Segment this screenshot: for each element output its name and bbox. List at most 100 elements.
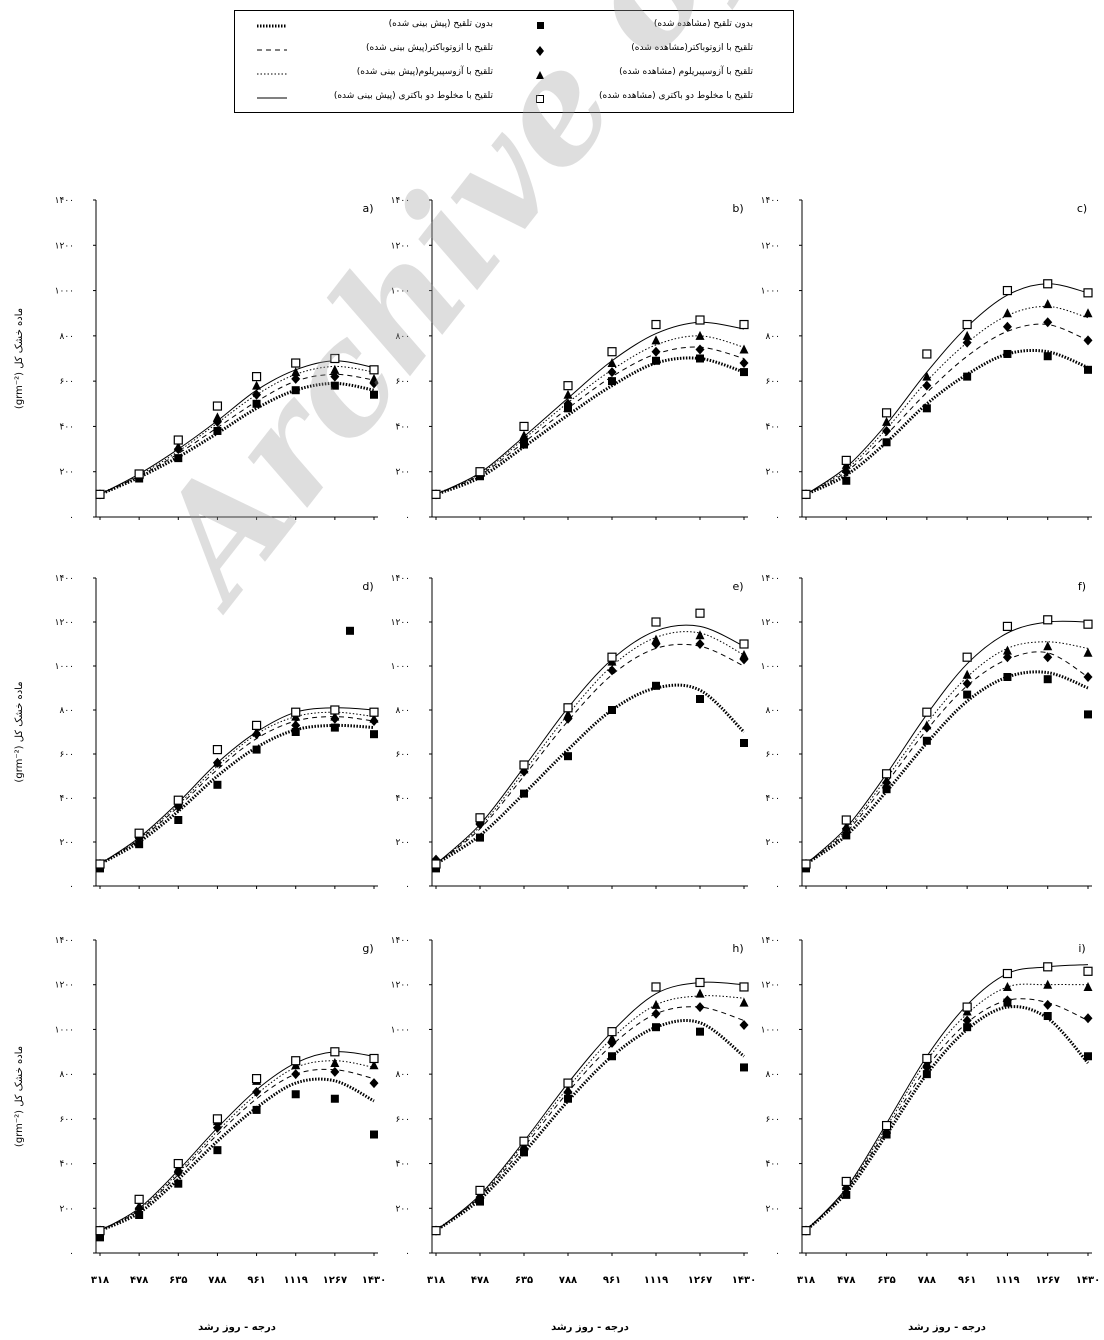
observed-point-1 bbox=[1083, 672, 1093, 682]
observed-point-1 bbox=[651, 1008, 661, 1019]
panel-h: ۰ ۲۰۰ ۴۰۰ ۶۰۰ ۸۰۰ ۱۰۰۰ ۱۲۰۰ ۱۴۰۰ ۳۱۸ ۴۷۸ ۶۳۵ ۷۸۸ ۹۶۱… bbox=[391, 936, 757, 1333]
observed-point-0 bbox=[252, 745, 261, 754]
observed-point-0 bbox=[135, 840, 144, 849]
observed-point-2 bbox=[651, 634, 661, 644]
y-tick-label: ۱۰۰۰ bbox=[55, 287, 74, 297]
observed-point-3 bbox=[95, 1226, 105, 1236]
observed-point-3 bbox=[173, 1158, 183, 1169]
x-tick-label: ۹۶۱ bbox=[958, 1275, 976, 1286]
observed-point-0 bbox=[1043, 675, 1052, 684]
observed-point-3 bbox=[519, 1136, 529, 1146]
predicted-line-0 bbox=[435, 1019, 745, 1232]
observed-point-3 bbox=[1043, 962, 1053, 972]
observed-point-3 bbox=[563, 381, 573, 391]
observed-point-1 bbox=[739, 358, 749, 369]
observed-outlier-point bbox=[345, 626, 354, 635]
observed-point-2 bbox=[1083, 308, 1093, 318]
x-axis-label: درجه - روز رشد bbox=[551, 1322, 629, 1333]
y-tick-label: ۱۴۰۰ bbox=[55, 936, 74, 946]
observed-point-3 bbox=[134, 828, 144, 838]
legend-predicted-2: تلقیح با آزوسپیریلوم(پیش بینی شده) bbox=[356, 67, 493, 77]
y-tick-label: ۲۰۰ bbox=[59, 1204, 74, 1214]
observed-point-0 bbox=[882, 785, 891, 794]
y-tick-label: ۱۴۰۰ bbox=[761, 196, 780, 206]
panel-label: c) bbox=[1077, 202, 1087, 215]
y-tick-label: ۸۰۰ bbox=[59, 706, 74, 716]
observed-point-3 bbox=[801, 859, 811, 869]
y-tick-label: ۴۰۰ bbox=[395, 422, 410, 432]
observed-point-3 bbox=[881, 769, 892, 779]
observed-point-0 bbox=[291, 386, 300, 395]
observed-point-2 bbox=[330, 711, 340, 721]
observed-point-0 bbox=[96, 1233, 104, 1242]
y-tick-label: ۱۲۰۰ bbox=[391, 618, 410, 628]
observed-point-3 bbox=[251, 372, 262, 382]
observed-point-2 bbox=[291, 367, 301, 377]
y-tick-label: ۱۰۰۰ bbox=[761, 662, 780, 672]
y-axis-label: ماده خشک کل (grm⁻²) bbox=[14, 681, 25, 782]
observed-point-0 bbox=[740, 368, 748, 377]
observed-point-1 bbox=[841, 466, 851, 477]
panel-e: ۰ ۲۰۰ ۴۰۰ ۶۰۰ ۸۰۰ ۱۰۰۰ ۱۲۰۰ ۱۴۰۰ e) bbox=[391, 574, 749, 892]
observed-point-1 bbox=[695, 1002, 705, 1013]
panel-i: ۰ ۲۰۰ ۴۰۰ ۶۰۰ ۸۰۰ ۱۰۰۰ ۱۲۰۰ ۱۴۰۰ ۳۱۸ ۴۷۸ ۶۳۵ ۷۸۸ ۹۶۱… bbox=[761, 936, 1101, 1333]
observed-point-0 bbox=[1043, 1012, 1052, 1021]
panel-b: ۰ ۲۰۰ ۴۰۰ ۶۰۰ ۸۰۰ ۱۰۰۰ ۱۲۰۰ ۱۴۰۰ b) bbox=[391, 196, 749, 523]
observed-point-1 bbox=[607, 367, 617, 378]
predicted-line-0 bbox=[435, 683, 746, 866]
observed-point-2 bbox=[651, 335, 661, 345]
observed-point-1 bbox=[291, 1069, 301, 1080]
observed-point-0 bbox=[135, 1210, 144, 1219]
y-tick-label: ۶۰۰ bbox=[395, 377, 410, 387]
y-tick-label: ۲۰۰ bbox=[395, 838, 410, 848]
x-axis-label: درجه - روز رشد bbox=[908, 1322, 986, 1333]
observed-point-3 bbox=[962, 319, 972, 330]
y-tick-label: ۲۰۰ bbox=[395, 468, 410, 478]
panel-label: g) bbox=[362, 942, 373, 955]
observed-point-2 bbox=[651, 999, 661, 1009]
y-tick-label: ۱۲۰۰ bbox=[55, 241, 74, 251]
observed-point-3 bbox=[881, 408, 892, 418]
y-tick-label: ۶۰۰ bbox=[765, 750, 780, 760]
observed-point-0 bbox=[291, 728, 300, 736]
observed-point-1 bbox=[212, 1122, 222, 1133]
observed-point-3 bbox=[563, 703, 573, 713]
y-tick-label: ۱۰۰۰ bbox=[55, 662, 74, 672]
observed-point-3 bbox=[291, 358, 301, 368]
y-tick-label: ۱۲۰۰ bbox=[55, 618, 74, 628]
observed-point-2 bbox=[739, 997, 749, 1007]
observed-point-1 bbox=[291, 720, 301, 731]
observed-point-1 bbox=[651, 346, 661, 357]
panel-label: f) bbox=[1078, 580, 1086, 593]
observed-point-0 bbox=[213, 780, 222, 789]
observed-point-0 bbox=[564, 752, 572, 761]
y-tick-label: ۰ bbox=[405, 882, 410, 892]
x-tick-label: ۳۱۸ bbox=[797, 1275, 815, 1286]
observed-point-0 bbox=[1084, 1052, 1092, 1061]
observed-point-0 bbox=[963, 1023, 972, 1032]
y-tick-label: ۱۲۰۰ bbox=[55, 981, 74, 991]
y-tick-label: ۱۰۰۰ bbox=[391, 662, 410, 672]
observed-point-3 bbox=[95, 489, 105, 499]
observed-point-2 bbox=[563, 709, 573, 719]
y-tick-label: ۱۲۰۰ bbox=[391, 981, 410, 991]
observed-point-3 bbox=[922, 1053, 932, 1064]
predicted-line-1 bbox=[435, 643, 745, 865]
observed-point-0 bbox=[740, 739, 748, 747]
observed-point-0 bbox=[696, 695, 704, 703]
observed-point-0 bbox=[174, 1179, 183, 1188]
observed-point-1 bbox=[1043, 999, 1053, 1010]
observed-point-0 bbox=[922, 404, 931, 413]
observed-point-3 bbox=[431, 489, 441, 499]
observed-point-0 bbox=[252, 1105, 261, 1114]
y-tick-label: ۸۰۰ bbox=[395, 1070, 410, 1080]
x-tick-label: ۱۱۱۹ bbox=[644, 1275, 668, 1286]
y-tick-label: ۸۰۰ bbox=[765, 706, 780, 716]
legend-marker-triangle bbox=[536, 71, 544, 79]
observed-point-2 bbox=[369, 373, 379, 383]
legend-predicted-3: تلقیح با مخلوط دو باکتری (پیش بینی شده) bbox=[333, 91, 493, 101]
x-tick-label: ۳۱۸ bbox=[91, 1275, 109, 1286]
x-tick-label: ۶۳۵ bbox=[515, 1275, 533, 1286]
observed-point-0 bbox=[963, 690, 972, 699]
observed-point-3 bbox=[1083, 288, 1093, 298]
